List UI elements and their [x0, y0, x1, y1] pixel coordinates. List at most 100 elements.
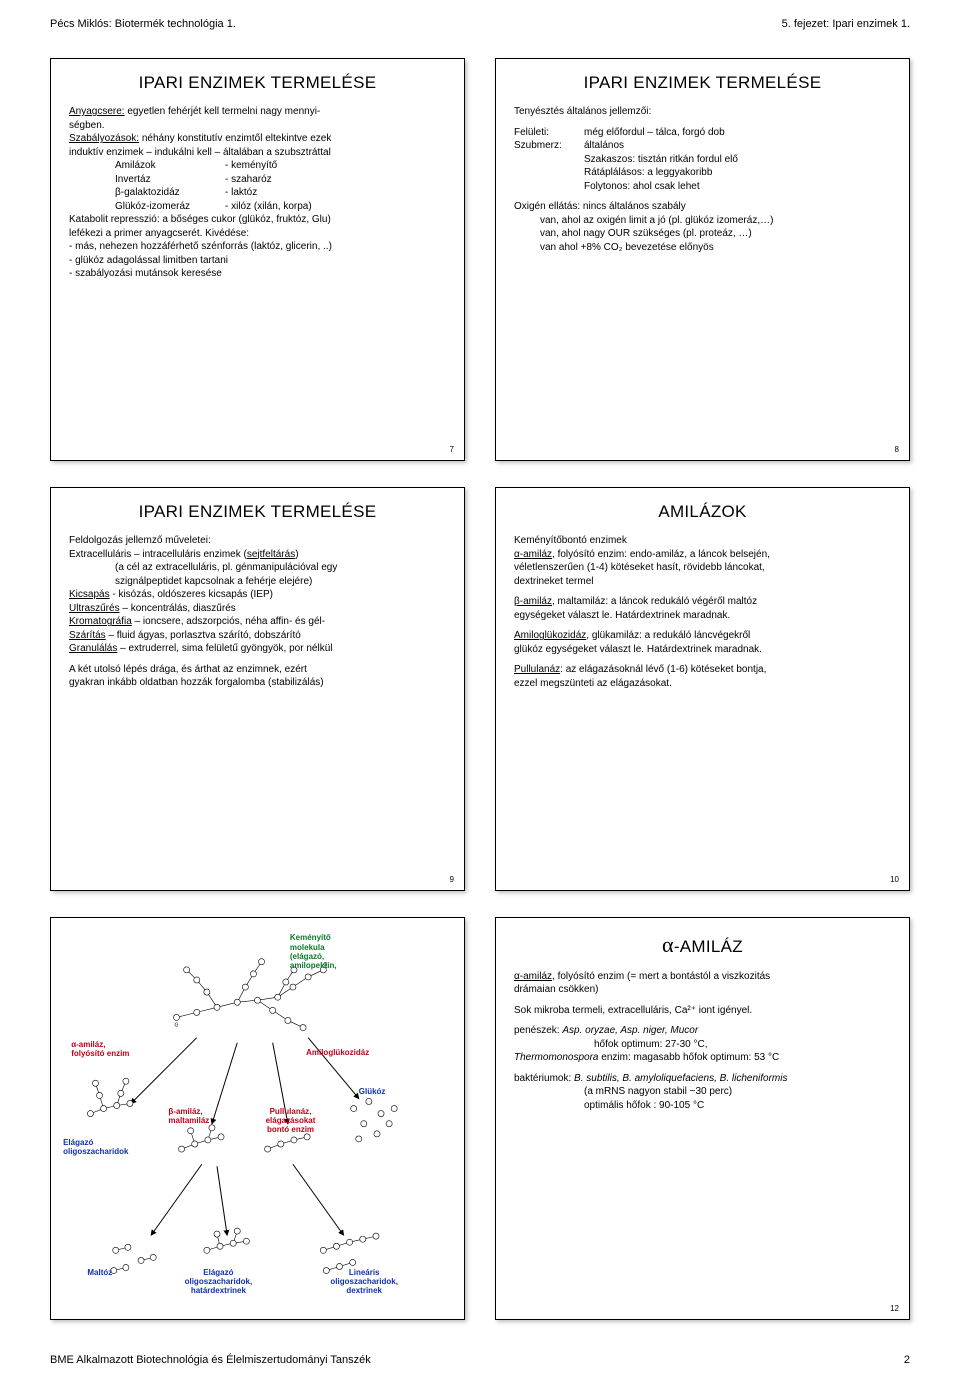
slide-8: IPARI ENZIMEK TERMELÉSE Tenyésztés által… [495, 58, 910, 461]
diagram-svg: GG [55, 922, 460, 1315]
slide-7: IPARI ENZIMEK TERMELÉSE Anyagcsere: egye… [50, 58, 465, 461]
txt: Asp. oryzae, Asp. niger, Mucor [562, 1025, 698, 1036]
txt: – extruderrel, sima felületű gyöngyök, p… [117, 643, 332, 654]
v: - laktóz [225, 186, 446, 200]
txt: optimális hőfok : 90-105 °C [514, 1099, 891, 1113]
txt: – ioncsere, adszorpciós, néha affin- és … [132, 616, 325, 627]
lbl-pull: Pullulanáz,elágazásokatbontó enzim [266, 1107, 316, 1135]
txt: - kisózás, oldószeres kicsapás (IEP) [110, 589, 273, 600]
slide-10: AMILÁZOK Keményítőbontó enzimek α-amiláz… [495, 487, 910, 890]
txt: lefékezi a primer anyagcserét. Kivédése: [69, 227, 446, 241]
txt: Szakaszos: tisztán ritkán fordul elő [584, 153, 891, 167]
txt: , folyósító enzim (= mert a bontástól a … [552, 971, 770, 982]
txt: Kicsapás [69, 589, 110, 600]
txt: , folyósító enzim: endo-amiláz, a láncok… [552, 549, 770, 560]
txt: baktériumok: [514, 1073, 574, 1084]
txt: ) [295, 549, 298, 560]
slide-number: 7 [450, 445, 454, 454]
svg-text:G: G [174, 1022, 178, 1028]
slide-title: IPARI ENZIMEK TERMELÉSE [69, 502, 446, 522]
txt: , glükamiláz: a redukáló láncvégekről [586, 630, 750, 641]
slide-11: GG [50, 917, 465, 1320]
txt: : az elágazásoknál lévő (1-6) kötéseket … [560, 664, 766, 675]
slide-title: IPARI ENZIMEK TERMELÉSE [514, 73, 891, 93]
slide-number: 8 [895, 445, 899, 454]
footer-left: BME Alkalmazott Biotechnológia és Élelmi… [50, 1354, 371, 1366]
txt: – fluid ágyas, porlasztva szárító, dobsz… [106, 630, 301, 641]
v: - xilóz (xilán, korpa) [225, 200, 446, 214]
txt: Rátáplálásos: a leggyakoribb [584, 166, 891, 180]
title-rest: -AMILÁZ [674, 937, 743, 956]
k: Glükóz-izomeráz [115, 200, 225, 214]
page-footer: BME Alkalmazott Biotechnológia és Élelmi… [50, 1354, 910, 1366]
txt: Sok mikroba termeli, extracelluláris, Ca… [514, 1004, 891, 1018]
txt: – koncentrálás, diaszűrés [120, 603, 236, 614]
lead: Szabályozások: [69, 133, 139, 144]
k: Felületi: [514, 126, 584, 140]
lbl-amilo: Amiloglükozidáz [306, 1048, 369, 1057]
txt: sejtfeltárás [247, 549, 295, 560]
txt: , maltamiláz: a láncok redukáló végéről … [552, 596, 757, 607]
slide-title: α-AMILÁZ [514, 932, 891, 958]
txt: egyetlen fehérjét kell termelni nagy men… [125, 106, 321, 117]
alpha-glyph: α [662, 932, 674, 957]
lbl-alpha: α-amiláz,folyósító enzim [71, 1040, 129, 1058]
k: Szubmerz: [514, 139, 584, 153]
lbl-glukoz: Glükóz [359, 1087, 386, 1096]
lbl-maltoz: Maltóz [87, 1268, 112, 1277]
v: - szaharóz [225, 173, 446, 187]
v: általános [584, 139, 624, 153]
txt: α-amiláz [514, 971, 552, 982]
header-right: 5. fejezet: Ipari enzimek 1. [782, 18, 910, 30]
v: még előfordul – tálca, forgó dob [584, 126, 725, 140]
txt: A két utolsó lépés drága, és árthat az e… [69, 663, 446, 677]
txt: β-amiláz [514, 596, 552, 607]
txt: - glükóz adagolással limitben tartani [69, 254, 446, 268]
txt: véletlenszerűen (1-4) kötéseket hasít, r… [514, 561, 891, 575]
txt: induktív enzimek – indukálni kell – álta… [69, 146, 446, 160]
txt: Ultraszűrés [69, 603, 120, 614]
slide-9: IPARI ENZIMEK TERMELÉSE Feldolgozás jell… [50, 487, 465, 890]
txt: Extracelluláris – intracelluláris enzime… [69, 549, 247, 560]
lead: Anyagcsere: [69, 106, 125, 117]
slide-number: 9 [450, 875, 454, 884]
heading: Feldolgozás jellemző műveletei: [69, 534, 446, 548]
txt: - szabályozási mutánsok keresése [69, 267, 446, 281]
txt: ezzel megszünteti az elágazásokat. [514, 677, 891, 691]
txt: egységeket választ le. Határdextrinek ma… [514, 609, 891, 623]
txt: drámaian csökken) [514, 983, 891, 997]
txt: gyakran inkább oldatban hozzák forgalomb… [69, 676, 446, 690]
txt: enzim: magasabb hőfok optimum: 53 °C [601, 1052, 779, 1063]
header-left: Pécs Miklós: Biotermék technológia 1. [50, 18, 236, 30]
page-header: Pécs Miklós: Biotermék technológia 1. 5.… [0, 0, 960, 30]
txt: Katabolit represszió: a bőséges cukor (g… [69, 213, 446, 227]
txt: (a cél az extracelluláris, pl. génmanipu… [69, 561, 446, 575]
heading: Tenyésztés általános jellemzői: [514, 105, 891, 119]
k: Amilázok [115, 159, 225, 173]
txt: van ahol +8% CO₂ bevezetése előnyös [540, 241, 891, 255]
txt: Pullulanáz [514, 664, 560, 675]
txt: néhány konstitutív enzimtől eltekintve e… [139, 133, 331, 144]
txt: (a mRNS nagyon stabil ~30 perc) [514, 1085, 891, 1099]
txt: penészek: [514, 1025, 562, 1036]
txt: dextrineket termel [514, 575, 891, 589]
slide-number: 12 [890, 1304, 899, 1313]
footer-right: 2 [904, 1354, 910, 1366]
k: β-galaktozidáz [115, 186, 225, 200]
txt: glükóz egységeket választ le. Határdextr… [514, 643, 891, 657]
txt: van, ahol az oxigén limit a jó (pl. glük… [540, 214, 891, 228]
txt: Thermomonospora [514, 1052, 601, 1063]
slide-12: α-AMILÁZ α-amiláz, folyósító enzim (= me… [495, 917, 910, 1320]
txt: hőfok optimum: 27-30 °C, [514, 1038, 891, 1052]
starch-diagram: GG [55, 922, 460, 1315]
lbl-linear: Lineárisoligoszacharidok,dextrinek [330, 1268, 398, 1296]
slide-title: AMILÁZOK [514, 502, 891, 522]
k: Invertáz [115, 173, 225, 187]
txt: Oxigén ellátás: nincs általános szabály [514, 200, 891, 214]
v: - keményítő [225, 159, 446, 173]
txt: α-amiláz [514, 549, 552, 560]
txt: - más, nehezen hozzáférhető szénforrás (… [69, 240, 446, 254]
txt: Keményítőbontó enzimek [514, 534, 891, 548]
slide-number: 10 [890, 875, 899, 884]
txt: ségben. [69, 119, 446, 133]
